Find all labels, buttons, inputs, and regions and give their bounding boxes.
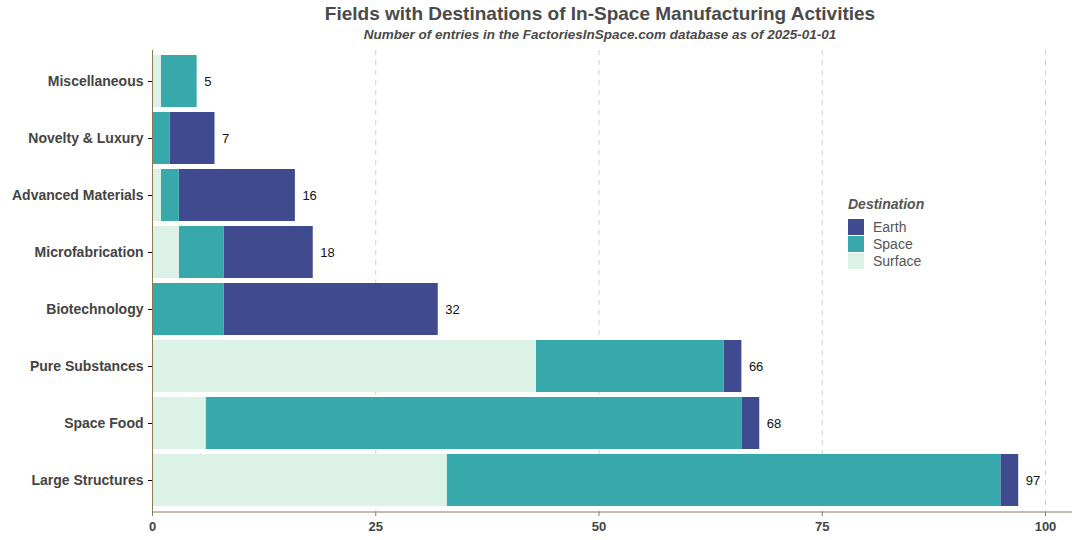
svg-text:32: 32 xyxy=(445,302,459,317)
svg-text:66: 66 xyxy=(749,359,763,374)
html-text:Surface: Surface xyxy=(873,252,922,269)
html-text:Space: Space xyxy=(873,235,913,252)
svg-text:97: 97 xyxy=(1026,473,1040,488)
svg-text:16: 16 xyxy=(302,188,316,203)
html-text:Fields with Destinations of In: Fields with Destinations of In-Space Man… xyxy=(324,3,876,24)
svg-text:50: 50 xyxy=(592,519,606,534)
svg-text:5: 5 xyxy=(204,74,211,89)
svg-text:75: 75 xyxy=(815,519,829,534)
svg-text:0: 0 xyxy=(149,519,156,534)
svg-text:Biotechnology: Biotechnology xyxy=(46,301,143,317)
html-text:Destination: Destination xyxy=(848,196,925,212)
svg-text:Large Structures: Large Structures xyxy=(31,472,143,488)
svg-text:Pure Substances: Pure Substances xyxy=(30,358,144,374)
html-text:Earth: Earth xyxy=(873,218,907,235)
svg-text:100: 100 xyxy=(1035,519,1057,534)
svg-text:Novelty & Luxury: Novelty & Luxury xyxy=(28,130,143,146)
svg-text:68: 68 xyxy=(767,416,781,431)
svg-text:Microfabrication: Microfabrication xyxy=(35,244,144,260)
svg-text:7: 7 xyxy=(222,131,229,146)
svg-text:25: 25 xyxy=(369,519,383,534)
svg-text:Miscellaneous: Miscellaneous xyxy=(48,73,144,89)
html-text:Number of entries in the Facto: Number of entries in the FactoriesInSpac… xyxy=(363,27,837,42)
svg-text:18: 18 xyxy=(320,245,334,260)
svg-text:Advanced Materials: Advanced Materials xyxy=(12,187,144,203)
svg-text:Space Food: Space Food xyxy=(64,415,143,431)
